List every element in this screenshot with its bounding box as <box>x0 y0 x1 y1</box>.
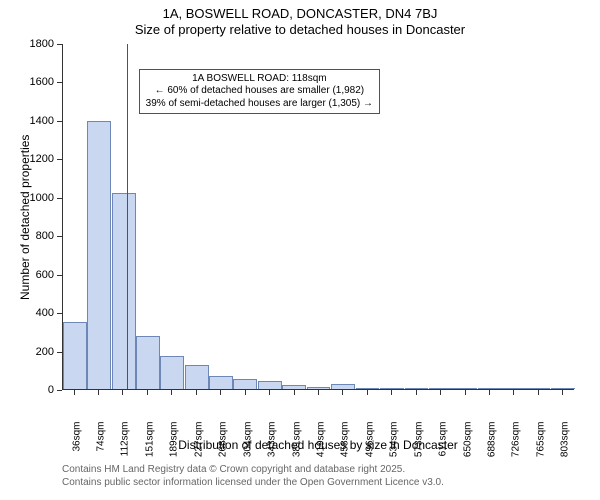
x-tick-label: 611sqm <box>437 422 448 467</box>
x-tick-label: 304sqm <box>242 422 253 467</box>
chart-title-line1: 1A, BOSWELL ROAD, DONCASTER, DN4 7BJ <box>0 0 600 22</box>
x-tick-mark <box>538 390 539 395</box>
x-tick-label: 534sqm <box>388 422 399 467</box>
x-tick-label: 573sqm <box>413 422 424 467</box>
x-tick-mark <box>489 390 490 395</box>
x-tick-mark <box>196 390 197 395</box>
histogram-bar <box>112 193 136 389</box>
x-tick-label: 36sqm <box>72 422 83 467</box>
annotation-box: 1A BOSWELL ROAD: 118sqm← 60% of detached… <box>139 69 380 115</box>
y-tick-mark <box>57 236 62 237</box>
x-tick-mark <box>416 390 417 395</box>
annotation-line3: 39% of semi-detached houses are larger (… <box>146 98 373 111</box>
annotation-line1: 1A BOSWELL ROAD: 118sqm <box>146 73 373 86</box>
x-tick-mark <box>562 390 563 395</box>
x-tick-label: 419sqm <box>315 422 326 467</box>
y-tick-mark <box>57 159 62 160</box>
x-tick-mark <box>440 390 441 395</box>
histogram-bar <box>380 388 404 389</box>
x-tick-label: 650sqm <box>462 422 473 467</box>
histogram-bar <box>258 381 282 389</box>
footer-attribution: Contains HM Land Registry data © Crown c… <box>62 464 444 489</box>
histogram-bar <box>160 356 184 389</box>
y-tick-mark <box>57 313 62 314</box>
x-tick-mark <box>171 390 172 395</box>
y-tick-mark <box>57 82 62 83</box>
x-tick-mark <box>318 390 319 395</box>
x-tick-mark <box>98 390 99 395</box>
y-tick-mark <box>57 390 62 391</box>
histogram-bar <box>307 387 331 389</box>
y-tick-mark <box>57 352 62 353</box>
y-tick-mark <box>57 121 62 122</box>
x-tick-label: 343sqm <box>267 422 278 467</box>
y-tick-label: 1800 <box>22 38 54 50</box>
y-tick-label: 600 <box>22 269 54 281</box>
x-tick-mark <box>122 390 123 395</box>
x-tick-mark <box>367 390 368 395</box>
x-tick-label: 726sqm <box>510 422 521 467</box>
histogram-bar <box>233 379 257 389</box>
chart-title-line2: Size of property relative to detached ho… <box>0 22 600 38</box>
histogram-bar <box>87 121 111 389</box>
y-tick-mark <box>57 44 62 45</box>
x-tick-mark <box>220 390 221 395</box>
histogram-bar <box>405 388 429 389</box>
x-tick-label: 189sqm <box>169 422 180 467</box>
x-tick-label: 112sqm <box>120 422 131 467</box>
y-tick-label: 400 <box>22 307 54 319</box>
y-tick-mark <box>57 198 62 199</box>
histogram-bar <box>63 322 87 389</box>
histogram-bar <box>478 388 502 389</box>
x-tick-label: 381sqm <box>291 422 302 467</box>
x-tick-mark <box>74 390 75 395</box>
histogram-bar <box>282 385 306 389</box>
x-tick-mark <box>245 390 246 395</box>
histogram-bar <box>331 384 355 389</box>
x-tick-label: 151sqm <box>145 422 156 467</box>
footer-line2: Contains public sector information licen… <box>62 477 444 490</box>
x-tick-label: 227sqm <box>193 422 204 467</box>
y-tick-label: 800 <box>22 230 54 242</box>
histogram-bar <box>502 388 526 389</box>
annotation-line2: ← 60% of detached houses are smaller (1,… <box>146 85 373 98</box>
histogram-bar <box>136 336 160 389</box>
y-tick-mark <box>57 275 62 276</box>
y-tick-label: 1200 <box>22 153 54 165</box>
y-tick-label: 0 <box>22 384 54 396</box>
histogram-bar <box>356 388 380 389</box>
x-tick-label: 803sqm <box>559 422 570 467</box>
x-tick-label: 496sqm <box>364 422 375 467</box>
x-tick-label: 688sqm <box>486 422 497 467</box>
x-tick-mark <box>391 390 392 395</box>
x-tick-mark <box>147 390 148 395</box>
x-tick-mark <box>465 390 466 395</box>
histogram-bar <box>185 365 209 389</box>
histogram-bar <box>453 388 477 389</box>
y-tick-label: 1400 <box>22 115 54 127</box>
x-tick-mark <box>342 390 343 395</box>
histogram-bar <box>526 388 550 389</box>
histogram-bar <box>209 376 233 389</box>
reference-line <box>127 44 128 389</box>
histogram-bar <box>551 388 575 389</box>
histogram-bar <box>429 388 453 389</box>
chart-container: 1A, BOSWELL ROAD, DONCASTER, DN4 7BJ Siz… <box>0 0 600 500</box>
x-tick-label: 74sqm <box>96 422 107 467</box>
x-tick-mark <box>294 390 295 395</box>
x-tick-label: 458sqm <box>340 422 351 467</box>
x-tick-label: 266sqm <box>218 422 229 467</box>
x-tick-mark <box>513 390 514 395</box>
x-tick-label: 765sqm <box>535 422 546 467</box>
y-tick-label: 1600 <box>22 76 54 88</box>
x-tick-mark <box>269 390 270 395</box>
plot-area: 1A BOSWELL ROAD: 118sqm← 60% of detached… <box>62 44 574 390</box>
y-tick-label: 200 <box>22 346 54 358</box>
y-tick-label: 1000 <box>22 192 54 204</box>
